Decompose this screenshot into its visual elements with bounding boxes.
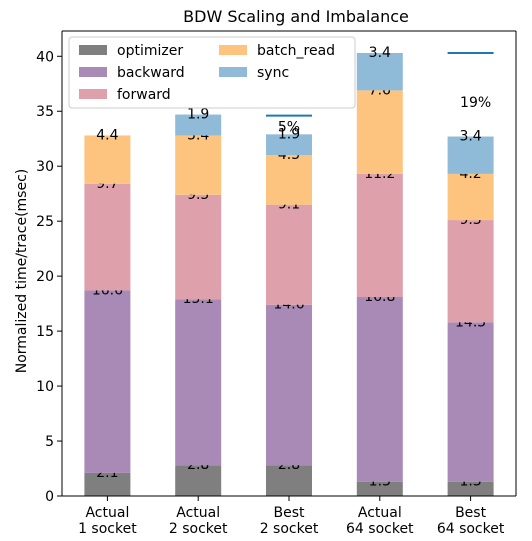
x-tick-label: Actual 2 socket xyxy=(169,505,228,537)
bar-segment-optimizer xyxy=(175,465,222,496)
bar-segment-forward xyxy=(356,173,403,298)
data-label-sync: 1.9 xyxy=(187,107,209,123)
bar-segment-backward xyxy=(356,297,403,482)
bar-segment-sync xyxy=(266,134,312,156)
x-tick-label: Actual 64 socket xyxy=(346,505,414,537)
x-tick-label-line: Actual xyxy=(85,505,129,521)
legend-label-forward: forward xyxy=(117,87,171,103)
bar-segment-batch_read xyxy=(356,90,403,174)
y-tick-label: 30 xyxy=(36,159,54,175)
bar-segment-backward xyxy=(266,304,312,466)
plot-area: 2.116.69.74.42.815.19.55.41.92.814.69.14… xyxy=(84,45,494,496)
bar-segment-optimizer xyxy=(356,481,403,496)
legend-box xyxy=(68,36,356,109)
legend-swatch-backward xyxy=(79,67,107,77)
x-tick-label: Best 2 socket xyxy=(260,505,319,537)
x-tick-label-line: Actual xyxy=(176,505,220,521)
legend-swatch-optimizer xyxy=(79,45,107,55)
bar-segment-forward xyxy=(447,220,494,323)
bar-segment-sync xyxy=(175,114,222,136)
bar-segment-forward xyxy=(266,204,312,305)
bar-segment-optimizer xyxy=(84,472,131,496)
bar-segment-backward xyxy=(447,322,494,482)
bar-segment-sync xyxy=(447,136,494,174)
y-tick-label: 35 xyxy=(36,104,54,120)
legend-label-batch_read: batch_read xyxy=(257,43,335,59)
bar-segment-sync xyxy=(356,52,403,91)
x-tick-label-line: 2 socket xyxy=(260,521,319,537)
annotation-label: 5% xyxy=(278,120,300,136)
bar-segment-optimizer xyxy=(447,481,494,496)
y-tick-label: 25 xyxy=(36,214,54,230)
bar-segment-batch_read xyxy=(175,135,222,195)
annotation-label: 19% xyxy=(460,95,491,111)
x-tick-label-line: 64 socket xyxy=(346,521,414,537)
x-tick-label-line: 2 socket xyxy=(169,521,228,537)
x-tick-label-line: Actual xyxy=(358,505,402,521)
legend-label-optimizer: optimizer xyxy=(117,43,183,59)
legend-swatch-batch_read xyxy=(219,45,247,55)
bar-segment-backward xyxy=(175,299,222,466)
y-axis: 0 5 10 15 20 25 30 35 40 xyxy=(36,30,517,505)
x-tick-label: Best 64 socket xyxy=(437,505,505,537)
bar-segment-batch_read xyxy=(84,135,131,184)
legend-label-backward: backward xyxy=(117,65,185,81)
y-tick-label: 15 xyxy=(36,324,54,340)
data-label-sync: 3.4 xyxy=(369,45,391,61)
y-tick-label: 40 xyxy=(36,49,54,65)
data-label-batch_read: 4.4 xyxy=(96,127,118,143)
bar-segment-batch_read xyxy=(447,173,494,221)
legend-swatch-sync xyxy=(219,67,247,77)
x-tick-label-line: Best xyxy=(455,505,487,521)
y-tick-label: 10 xyxy=(36,379,54,395)
annotations: 5% 19% xyxy=(266,51,494,136)
bar-segment-batch_read xyxy=(266,155,312,205)
bar-segment-backward xyxy=(84,290,131,473)
legend-swatch-forward xyxy=(79,89,107,99)
x-tick-label-line: Best xyxy=(273,505,305,521)
y-tick-label: 0 xyxy=(45,489,54,505)
y-axis-label: Normalized time/trace(msec) xyxy=(14,169,30,374)
data-label-sync: 1.9 xyxy=(278,126,300,142)
bar-segment-optimizer xyxy=(266,465,312,496)
x-tick-label: Actual 1 socket xyxy=(78,505,137,537)
data-label-sync: 3.4 xyxy=(459,129,481,145)
y-tick-label: 20 xyxy=(36,269,54,285)
chart-title: BDW Scaling and Imbalance xyxy=(183,7,409,26)
legend-label-sync: sync xyxy=(257,65,289,81)
bar-segment-forward xyxy=(175,194,222,300)
bar-segment-forward xyxy=(84,183,131,291)
y-tick-label: 5 xyxy=(45,434,54,450)
x-tick-label-line: 1 socket xyxy=(78,521,137,537)
x-tick-label-line: 64 socket xyxy=(437,521,505,537)
